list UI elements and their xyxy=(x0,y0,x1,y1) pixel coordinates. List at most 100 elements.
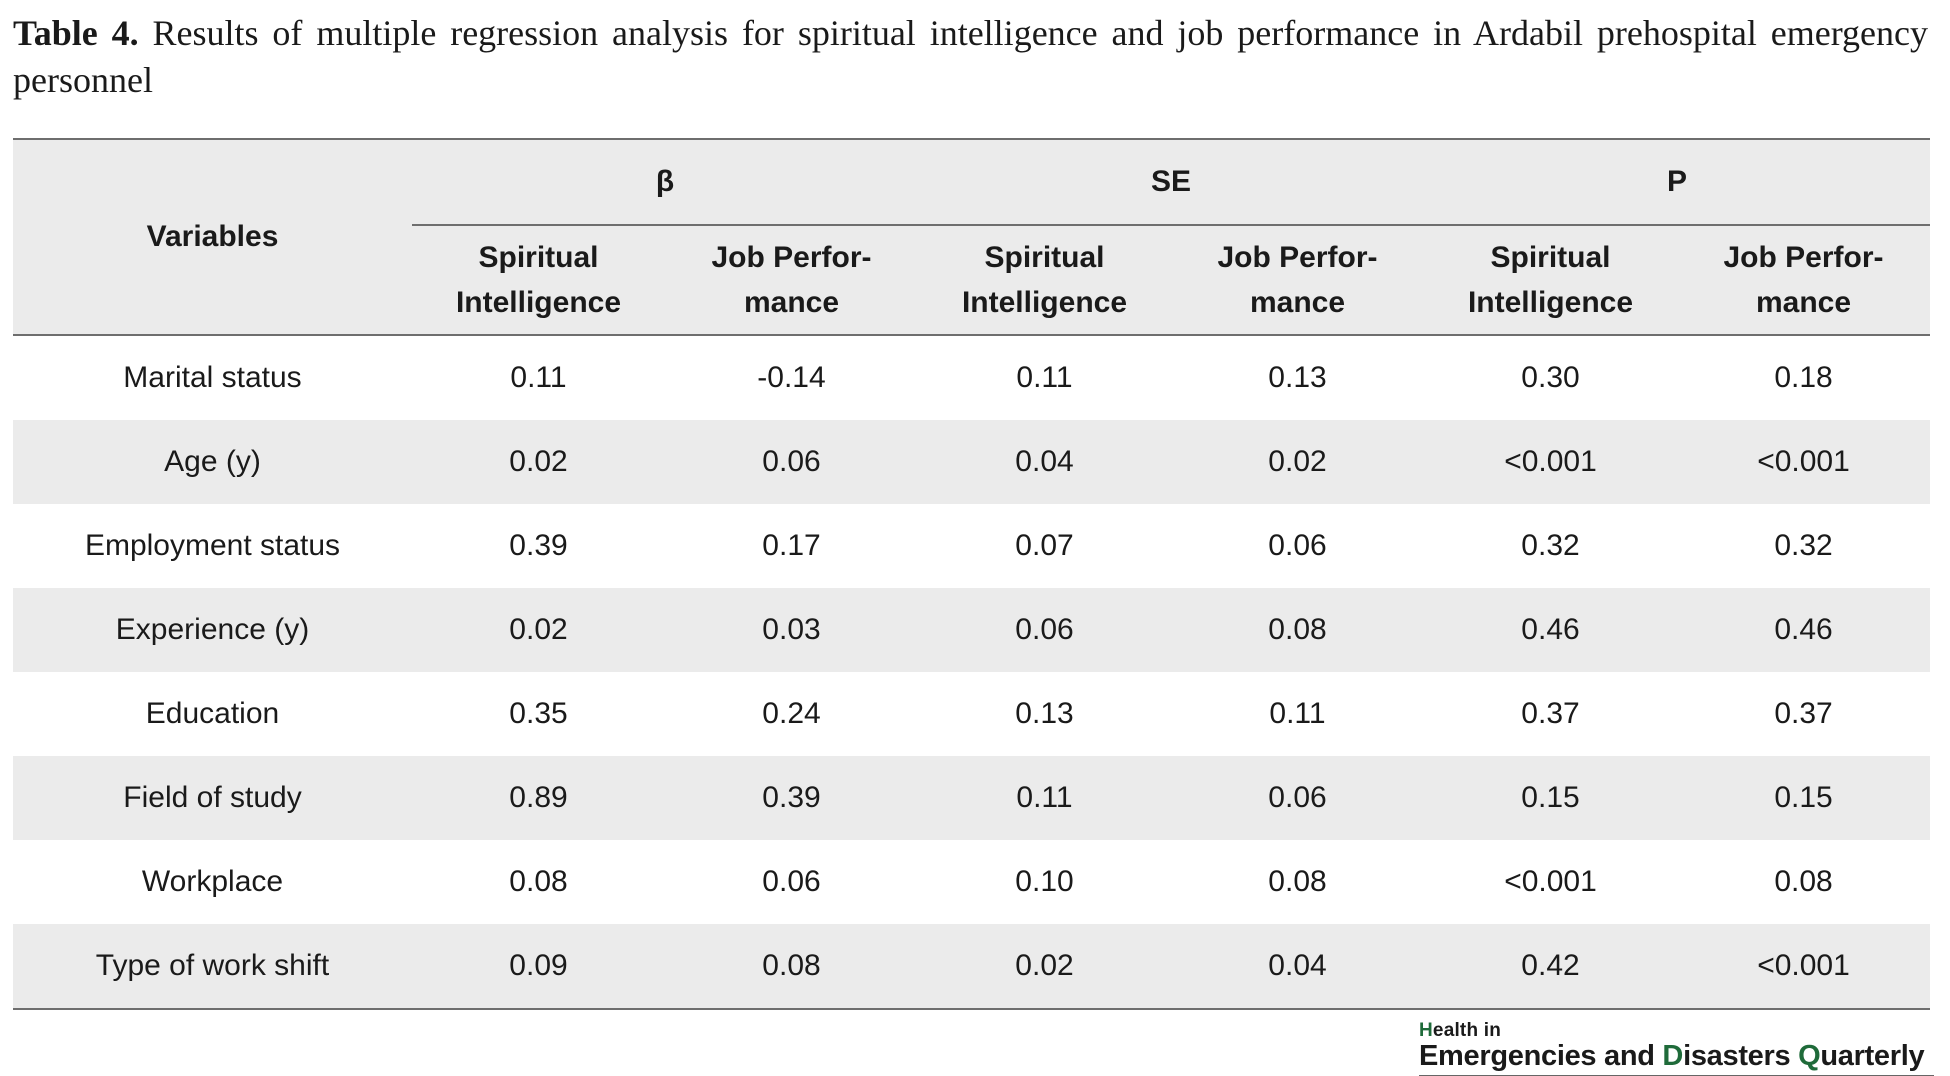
value-cell: 0.06 xyxy=(1268,529,1327,562)
value-cell: 0.02 xyxy=(918,924,1171,1009)
value-cell: 0.42 xyxy=(1424,924,1677,1009)
journal-logo: Health in Emergencies and Disasters Quar… xyxy=(1419,1018,1934,1076)
group-header-row: Variables β SE P xyxy=(13,139,1931,336)
variable-cell: Experience (y) xyxy=(13,588,412,672)
logo-line-1: Health in xyxy=(1419,1020,1501,1042)
regression-table-container: Variables β SE P Spiritual Intelligence J… xyxy=(13,138,1931,1010)
subheader-line: mance xyxy=(1755,286,1852,319)
value-cell: 0.08 xyxy=(1774,865,1833,898)
value-cell: 0.17 xyxy=(762,529,821,562)
value-cell: 0.39 xyxy=(509,529,568,562)
subheader-line: Intelligence xyxy=(1467,286,1634,319)
value-cell: 0.02 xyxy=(412,420,665,504)
subheader-line: mance xyxy=(743,286,840,319)
group-header-p: P xyxy=(1424,139,1931,226)
value-cell: 0.18 xyxy=(1774,361,1833,394)
subheader-line: Job Perfor- xyxy=(1723,241,1884,274)
table-body: Marital status 0.11 -0.14 0.11 0.13 0.30… xyxy=(13,335,1931,1009)
subheader-line: Intelligence xyxy=(455,286,622,319)
caption-text: Results of multiple regression analysis … xyxy=(13,13,1928,100)
value-cell: -0.14 xyxy=(757,361,826,394)
table-row: Age (y) 0.02 0.06 0.04 0.02 <0.001 <0.00… xyxy=(13,420,1931,504)
group-header-beta: β xyxy=(412,139,918,226)
value-cell: 0.11 xyxy=(1016,361,1073,394)
subheader-cell: Spiritual Intelligence xyxy=(918,225,1171,335)
variable-cell: Field of study xyxy=(13,756,412,840)
value-cell: 0.07 xyxy=(1015,529,1074,562)
logo-mark-d: D xyxy=(1662,1040,1684,1072)
subheader-line: Spiritual xyxy=(984,241,1105,274)
value-cell: 0.39 xyxy=(665,756,918,840)
subheader-cell: Job Perfor-mance xyxy=(1171,225,1424,335)
logo-mark-q: Q xyxy=(1798,1040,1821,1072)
value-cell: 0.08 xyxy=(509,865,568,898)
value-cell: 0.06 xyxy=(762,865,821,898)
variable-cell: Marital status xyxy=(123,361,302,394)
table-row: Employment status 0.39 0.17 0.07 0.06 0.… xyxy=(13,504,1930,588)
table-row: Experience (y) 0.02 0.03 0.06 0.08 0.46 … xyxy=(13,588,1931,672)
table-row: Field of study 0.89 0.39 0.11 0.06 0.15 … xyxy=(13,756,1931,840)
value-cell: <0.001 xyxy=(1424,420,1677,504)
logo-line-1-rest: ealth in xyxy=(1432,1020,1502,1041)
subheader-line: Job Perfor- xyxy=(711,241,872,274)
value-cell: 0.24 xyxy=(762,697,821,730)
regression-table: Variables β SE P Spiritual Intelligence J… xyxy=(13,138,1931,1010)
subheader-line: Spiritual xyxy=(1490,241,1611,274)
value-cell: 0.02 xyxy=(1171,420,1424,504)
table-caption: Table 4. Results of multiple regression … xyxy=(13,10,1928,104)
variable-cell: Employment status xyxy=(84,529,341,562)
table-row: Type of work shift 0.09 0.08 0.02 0.04 0… xyxy=(13,924,1931,1009)
logo-text-part: isasters xyxy=(1683,1040,1799,1072)
variable-cell: Type of work shift xyxy=(13,924,412,1009)
variables-header: Variables xyxy=(13,139,412,336)
value-cell: 0.13 xyxy=(1015,697,1074,730)
table-row: Education 0.35 0.24 0.13 0.11 0.37 0.37 xyxy=(13,672,1930,756)
logo-mark-h: H xyxy=(1419,1020,1433,1041)
value-cell: <0.001 xyxy=(1677,924,1931,1009)
value-cell: 0.02 xyxy=(412,588,665,672)
value-cell: <0.001 xyxy=(1677,420,1931,504)
value-cell: 0.06 xyxy=(665,420,918,504)
value-cell: 0.15 xyxy=(1677,756,1931,840)
value-cell: 0.04 xyxy=(918,420,1171,504)
value-cell: 0.10 xyxy=(1015,865,1074,898)
sub-header-row: Spiritual Intelligence Job Perfor-mance S… xyxy=(13,225,1931,335)
value-cell: 0.46 xyxy=(1677,588,1931,672)
value-cell: <0.001 xyxy=(1504,865,1597,898)
subheader-line: Intelligence xyxy=(961,286,1128,319)
subheader-line: Job Perfor- xyxy=(1217,241,1378,274)
value-cell: 0.09 xyxy=(412,924,665,1009)
subheader-line: Spiritual xyxy=(478,241,599,274)
variable-cell: Age (y) xyxy=(13,420,412,504)
value-cell: 0.35 xyxy=(509,697,568,730)
subheader-cell: Spiritual Intelligence xyxy=(1424,225,1677,335)
value-cell: 0.11 xyxy=(510,361,567,394)
value-cell: 0.89 xyxy=(412,756,665,840)
variable-cell: Education xyxy=(145,697,280,730)
value-cell: 0.32 xyxy=(1774,529,1833,562)
logo-text-part: uarterly xyxy=(1820,1040,1925,1072)
value-cell: 0.08 xyxy=(1171,588,1424,672)
logo-line-2: Emergencies and Disasters Quarterly xyxy=(1419,1040,1925,1073)
group-header-se: SE xyxy=(918,139,1424,226)
caption-label: Table 4. xyxy=(13,13,139,53)
value-cell: 0.13 xyxy=(1268,361,1327,394)
value-cell: 0.06 xyxy=(918,588,1171,672)
value-cell: 0.08 xyxy=(1268,865,1327,898)
subheader-cell: Job Perfor-mance xyxy=(665,225,918,335)
value-cell: 0.37 xyxy=(1521,697,1580,730)
value-cell: 0.46 xyxy=(1424,588,1677,672)
value-cell: 0.03 xyxy=(665,588,918,672)
subheader-cell: Job Perfor-mance xyxy=(1677,225,1931,335)
value-cell: 0.30 xyxy=(1521,361,1580,394)
value-cell: 0.15 xyxy=(1424,756,1677,840)
value-cell: 0.08 xyxy=(665,924,918,1009)
value-cell: 0.11 xyxy=(1269,697,1326,730)
value-cell: 0.11 xyxy=(918,756,1171,840)
value-cell: 0.06 xyxy=(1171,756,1424,840)
value-cell: 0.32 xyxy=(1521,529,1580,562)
table-row: Marital status 0.11 -0.14 0.11 0.13 0.30… xyxy=(13,335,1930,420)
value-cell: 0.37 xyxy=(1774,697,1833,730)
variable-cell: Workplace xyxy=(141,865,284,898)
logo-text-part: Emergencies and xyxy=(1419,1040,1663,1072)
